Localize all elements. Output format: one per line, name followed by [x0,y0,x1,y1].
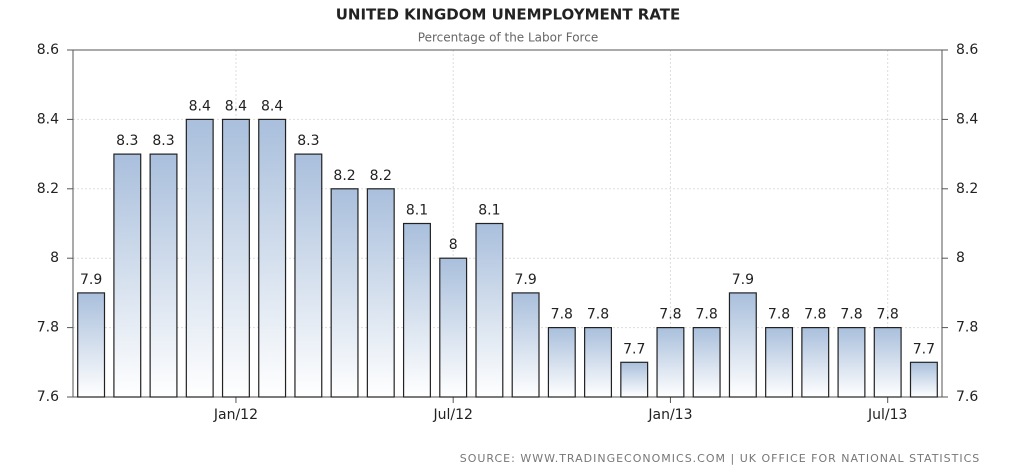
bar [475,222,504,398]
bar [765,327,794,398]
data-label: 7.8 [768,307,790,323]
plot-frame [72,49,943,398]
bar [366,188,395,398]
bar [728,292,757,398]
chart-subtitle: Percentage of the Labor Force [418,31,598,45]
y-tick-label: 8.2 [37,181,59,197]
bar [801,327,830,398]
x-tick-label: Jul/13 [867,407,907,423]
data-label: 7.8 [551,307,573,323]
data-label: 7.8 [587,307,609,323]
bar [149,153,178,398]
data-label: 7.8 [840,307,862,323]
bar [221,118,250,398]
y2-tick-label: 8 [956,250,965,266]
data-label: 8 [449,237,458,253]
data-label: 7.8 [659,307,681,323]
data-label: 8.4 [189,98,211,114]
y2-tick-label: 7.6 [956,389,978,405]
bar [330,188,359,398]
y2-tick-label: 8.6 [956,42,978,58]
data-label: 8.1 [478,203,500,219]
y-tick-label: 8.4 [37,111,59,127]
data-label: 7.9 [732,272,754,288]
bar [77,292,106,398]
bar [547,327,576,398]
y-tick-label: 7.6 [37,389,59,405]
chart-title: UNITED KINGDOM UNEMPLOYMENT RATE [336,6,681,24]
data-label: 8.3 [297,133,319,149]
bar [584,327,613,398]
data-label: 8.2 [333,168,355,184]
bar [692,327,721,398]
data-label: 7.9 [80,272,102,288]
y2-tick-label: 8.4 [956,111,978,127]
data-label: 8.3 [152,133,174,149]
data-label: 8.4 [261,98,283,114]
bar [656,327,685,398]
data-label: 7.9 [514,272,536,288]
bar [439,257,468,398]
bar [873,327,902,398]
x-tick-label: Jan/13 [647,407,692,423]
data-label: 7.8 [696,307,718,323]
bar [113,153,142,398]
y-tick-label: 8 [50,250,59,266]
bar [511,292,540,398]
y2-tick-label: 8.2 [956,181,978,197]
bar [620,361,649,398]
data-label: 8.3 [116,133,138,149]
bar [402,222,431,398]
bar [837,327,866,398]
data-label: 7.8 [804,307,826,323]
x-tick-label: Jan/12 [213,407,258,423]
x-tick-label: Jul/12 [432,407,472,423]
source: SOURCE: WWW.TRADINGECONOMICS.COM | UK OF… [460,452,981,465]
bar [185,118,214,398]
data-label: 8.2 [370,168,392,184]
data-label: 8.1 [406,203,428,219]
bar [294,153,323,398]
y-tick-label: 7.8 [37,320,59,336]
y-tick-label: 8.6 [37,42,59,58]
data-label: 8.4 [225,98,247,114]
bar [909,361,938,398]
data-label: 7.7 [913,341,935,357]
bar [258,118,287,398]
data-label: 7.7 [623,341,645,357]
y2-tick-label: 7.8 [956,320,978,336]
data-label: 7.8 [877,307,899,323]
